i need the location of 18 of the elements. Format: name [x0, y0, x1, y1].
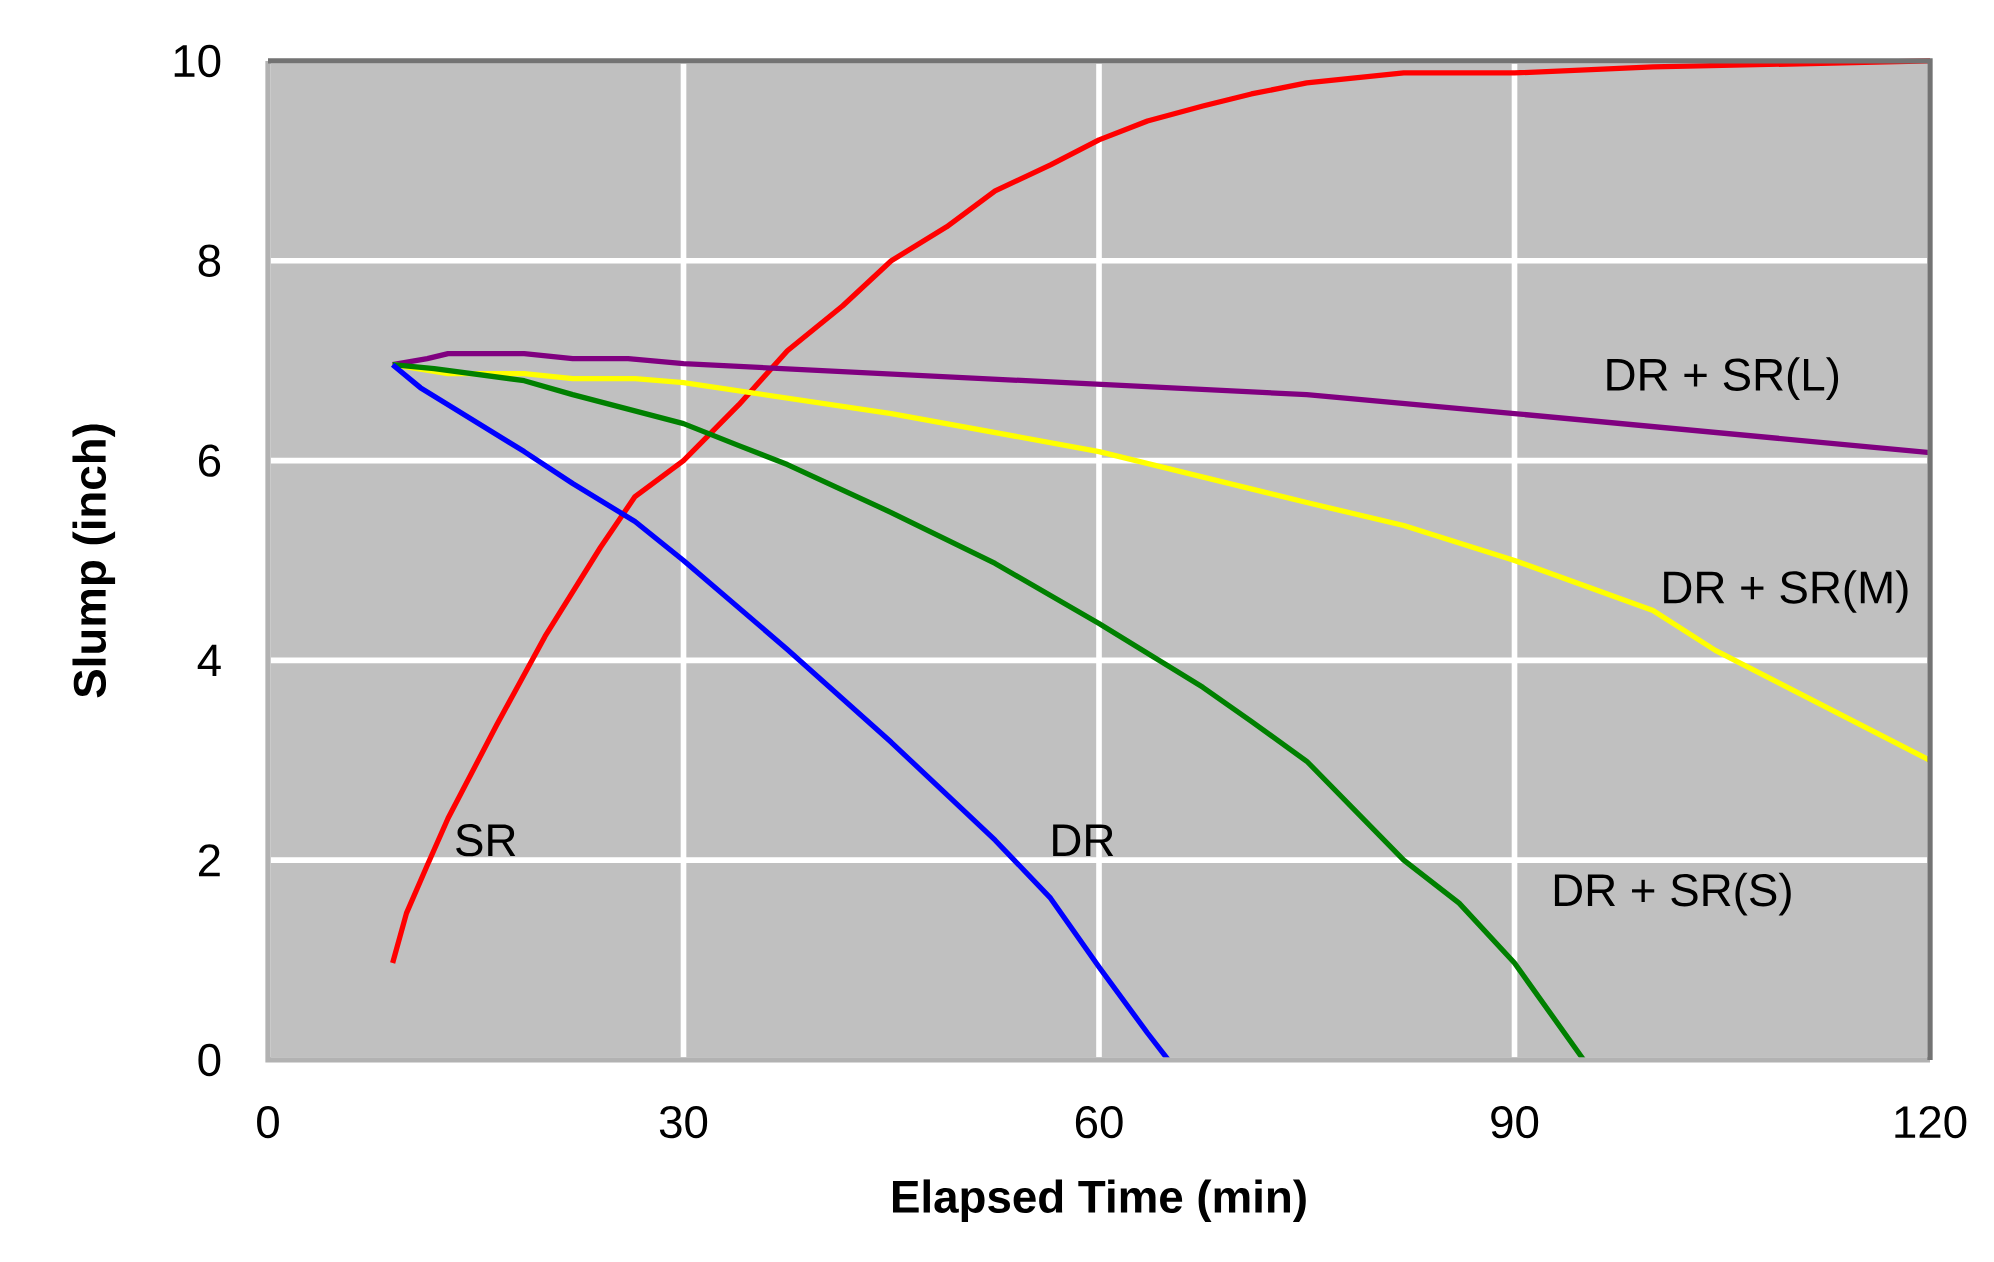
y-tick-label: 0 — [198, 1043, 221, 1077]
y-tick-label: 2 — [198, 844, 220, 877]
x-tick-label: 0 — [257, 1105, 279, 1139]
y-tick-label: 8 — [198, 244, 221, 277]
x-tick-label: 120 — [1895, 1105, 1967, 1139]
series-label: DR — [1053, 824, 1114, 856]
y-tick-label: 4 — [197, 644, 221, 677]
series-label: SR — [456, 824, 516, 857]
series-label: DR + SR(S) — [1554, 872, 1791, 916]
x-tick-label: 30 — [659, 1105, 708, 1139]
series-label: DR + SR(M) — [1664, 570, 1908, 613]
y-tick-label: 10 — [174, 44, 221, 78]
y-tick-label: 6 — [198, 444, 221, 477]
series-label: DR + SR(L) — [1607, 357, 1839, 400]
x-tick-label: 90 — [1491, 1105, 1539, 1139]
x-axis-title: Elapsed Time (min) — [893, 1179, 1306, 1223]
y-axis-title: Slump (inch) — [72, 424, 116, 698]
x-tick-label: 60 — [1075, 1105, 1123, 1139]
